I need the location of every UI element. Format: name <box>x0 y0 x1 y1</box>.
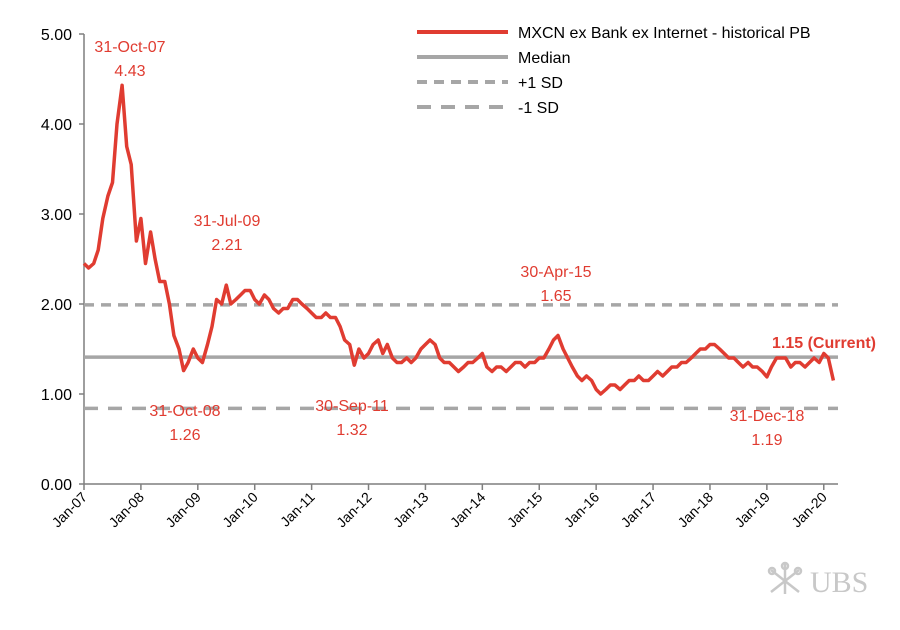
annotation-label: 1.19 <box>751 432 782 449</box>
annotation-label: 1.26 <box>169 427 200 444</box>
x-tick-label: Jan-17 <box>618 489 660 531</box>
y-tick-label: 2.00 <box>41 297 72 314</box>
y-tick-label: 1.00 <box>41 387 72 404</box>
y-tick-label: 4.00 <box>41 117 72 134</box>
pb-series <box>82 83 836 396</box>
y-tick-label: 3.00 <box>41 207 72 224</box>
legend-label: +1 SD <box>518 75 563 92</box>
annotation-label: 31-Oct-07 <box>94 39 165 56</box>
annotation-label: 31-Oct-08 <box>149 403 220 420</box>
annotation-label: 31-Dec-18 <box>730 408 805 425</box>
reference-lines <box>84 303 838 411</box>
annotation-label: 1.65 <box>540 288 571 305</box>
x-tick-label: Jan-18 <box>674 489 716 531</box>
ubs-watermark: UBS <box>767 561 868 599</box>
x-tick-label: Jan-10 <box>219 489 261 531</box>
x-tick-label: Jan-13 <box>390 489 432 531</box>
x-tick-label: Jan-14 <box>447 489 489 531</box>
annotation-label: 4.43 <box>114 63 145 80</box>
x-tick-label: Jan-15 <box>504 489 546 531</box>
y-tick-label: 5.00 <box>41 27 72 44</box>
x-tick-label: Jan-12 <box>333 489 375 531</box>
annotation-label: 1.15 (Current) <box>772 335 876 352</box>
annotation-label: 30-Apr-15 <box>520 264 591 281</box>
y-tick-label: 0.00 <box>41 477 72 494</box>
annotation-label: 30-Sep-11 <box>315 398 389 415</box>
x-tick-label: Jan-09 <box>162 489 204 531</box>
x-tick-label: Jan-20 <box>788 489 830 531</box>
x-tick-label: Jan-11 <box>277 489 318 530</box>
legend-label: -1 SD <box>518 100 559 117</box>
x-tick-label: Jan-19 <box>731 489 773 531</box>
keys-logo-icon <box>767 561 803 594</box>
legend: MXCN ex Bank ex Internet - historical PB… <box>417 25 811 117</box>
legend-label: Median <box>518 50 570 67</box>
annotation-label: 2.21 <box>211 237 242 254</box>
x-tick-label: Jan-16 <box>561 489 603 531</box>
x-tick-label: Jan-08 <box>105 489 147 531</box>
ubs-logo-text: UBS <box>810 566 868 599</box>
annotation-label: 1.32 <box>336 422 367 439</box>
annotation-label: 31-Jul-09 <box>194 213 261 230</box>
legend-label: MXCN ex Bank ex Internet - historical PB <box>518 25 811 42</box>
x-tick-label: Jan-07 <box>49 489 91 531</box>
annotations: 31-Oct-07 4.43 31-Jul-09 2.21 30-Apr-15 1.65 3… <box>94 39 876 449</box>
pb-series-line <box>82 83 836 396</box>
